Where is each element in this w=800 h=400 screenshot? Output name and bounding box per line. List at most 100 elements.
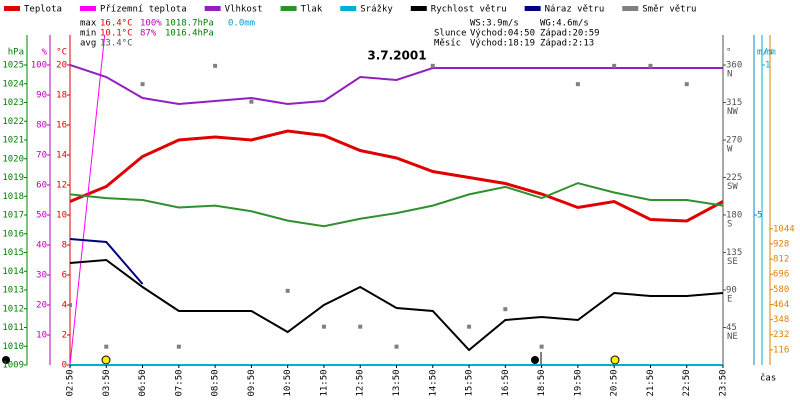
moon: Východ:18:19 [470,39,535,49]
wind-stat: WS:3.9m/s [470,19,519,29]
marker [430,63,435,68]
stat: 16.4°C [100,19,133,29]
marker [104,344,109,349]
y-tick-label: 1024 [2,79,24,89]
compass-label: N [727,70,732,80]
x-tick-label: 09:50 [247,369,257,396]
sunset-icon [610,355,620,365]
y-tick-label: 1019 [2,173,24,183]
stat: 0.0mm [228,19,255,29]
y-tick-label: 1016 [2,229,24,239]
compass-label: SE [727,257,738,267]
compass-label: S [727,220,732,230]
y-tick-label: 100 [31,61,47,71]
y-tick-label: 8 [62,241,67,251]
x-tick-label: 19:50 [573,369,583,396]
y-tick-label: 116 [773,345,789,355]
legend-swatch [524,6,541,11]
x-tick-label: 07:50 [174,369,184,396]
series-line [70,258,723,352]
y-tick-label: 1011 [2,323,24,333]
x-tick-label: 12:50 [356,369,366,396]
marker [176,344,181,349]
y-tick-label: 90 [726,286,737,296]
stat: min [80,29,96,39]
marker [140,82,145,87]
x-tick-label: 14:50 [428,369,438,396]
y-tick-label: 2 [62,331,67,341]
y-tick-label: 40 [36,241,47,251]
y-tick-label: 1012 [2,304,24,314]
y-tick-label: 315 [726,98,742,108]
x-tick-label: 15:50 [465,369,475,396]
legend-swatch [280,6,297,11]
sun: Východ:04:50 [470,29,535,39]
y-tick-label: 6 [62,271,67,281]
x-tick-label: 06:50 [138,369,148,396]
sun: Slunce [434,29,467,39]
marker [70,303,72,307]
y-tick-label: 180 [726,211,742,221]
y-tick-label: 20 [56,61,67,71]
stat: max [80,19,97,29]
legend-entry: Vlhkost [225,5,263,15]
y-tick-label: 580 [773,285,789,295]
y-tick-label: 812 [773,255,789,265]
y-tick-label: 10 [36,331,47,341]
stat: 13.4°C [100,39,133,49]
moon-icon [2,356,10,364]
legend-entry: Náraz větru [545,5,605,15]
y-axis-label: % [42,48,48,58]
compass-label: SW [727,182,738,192]
y-tick-label: 18 [56,91,67,101]
stat: 100% [140,19,162,29]
moon: Západ:2:13 [540,39,594,49]
y-tick-label: 1044 [773,224,795,234]
sun: Západ:20:59 [540,29,600,39]
y-tick-label: 232 [773,330,789,340]
legend-swatch [622,6,639,11]
y-tick-label: 4 [62,301,67,311]
marker [358,324,363,329]
x-tick-label: 20:50 [610,369,620,396]
y-tick-label: 270 [726,136,742,146]
y-tick-label: 1020 [2,154,24,164]
y-tick-label: 225 [726,173,742,183]
x-tick-label: 02:50 [66,369,76,396]
y-tick-label: 1022 [2,117,24,127]
x-tick-label: 03:50 [102,369,112,396]
legend-entry: Tlak [301,5,323,15]
y-tick-label: 1021 [2,136,24,146]
y-tick-label: 16 [56,121,67,131]
y-tick-label: 60 [36,181,47,191]
y-axis-label: m/s [757,48,773,58]
series-line [70,182,723,228]
plot-area [70,35,723,365]
y-tick-label: 90 [36,91,47,101]
y-tick-label: 50 [36,211,47,221]
legend-swatch [340,6,357,11]
stat: avg [80,39,96,49]
marker [539,344,544,349]
x-tick-label: 13:50 [392,369,402,396]
wind-stat: WG:4.6m/s [540,19,589,29]
y-tick-label: 45 [726,323,737,333]
y-tick-label: 1025 [2,61,24,71]
y-tick-label: 348 [773,315,789,325]
y-tick-label: 360 [726,61,742,71]
x-tick-label: 10:50 [283,369,293,396]
legend-swatch [4,6,20,11]
x-tick-label: 08:50 [211,369,221,396]
x-tick-label: 21:50 [646,369,656,396]
y-tick-label: 1013 [2,286,24,296]
marker [648,63,653,68]
x-tick-label: 18:50 [537,369,547,396]
moon: Měsíc [434,39,461,49]
moonrise-icon [531,356,539,364]
y-axis-label: ° [726,48,731,58]
y-tick-label: 30 [36,271,47,281]
y-tick-label: 928 [773,239,789,249]
compass-label: E [727,295,732,305]
series-line [70,64,723,106]
